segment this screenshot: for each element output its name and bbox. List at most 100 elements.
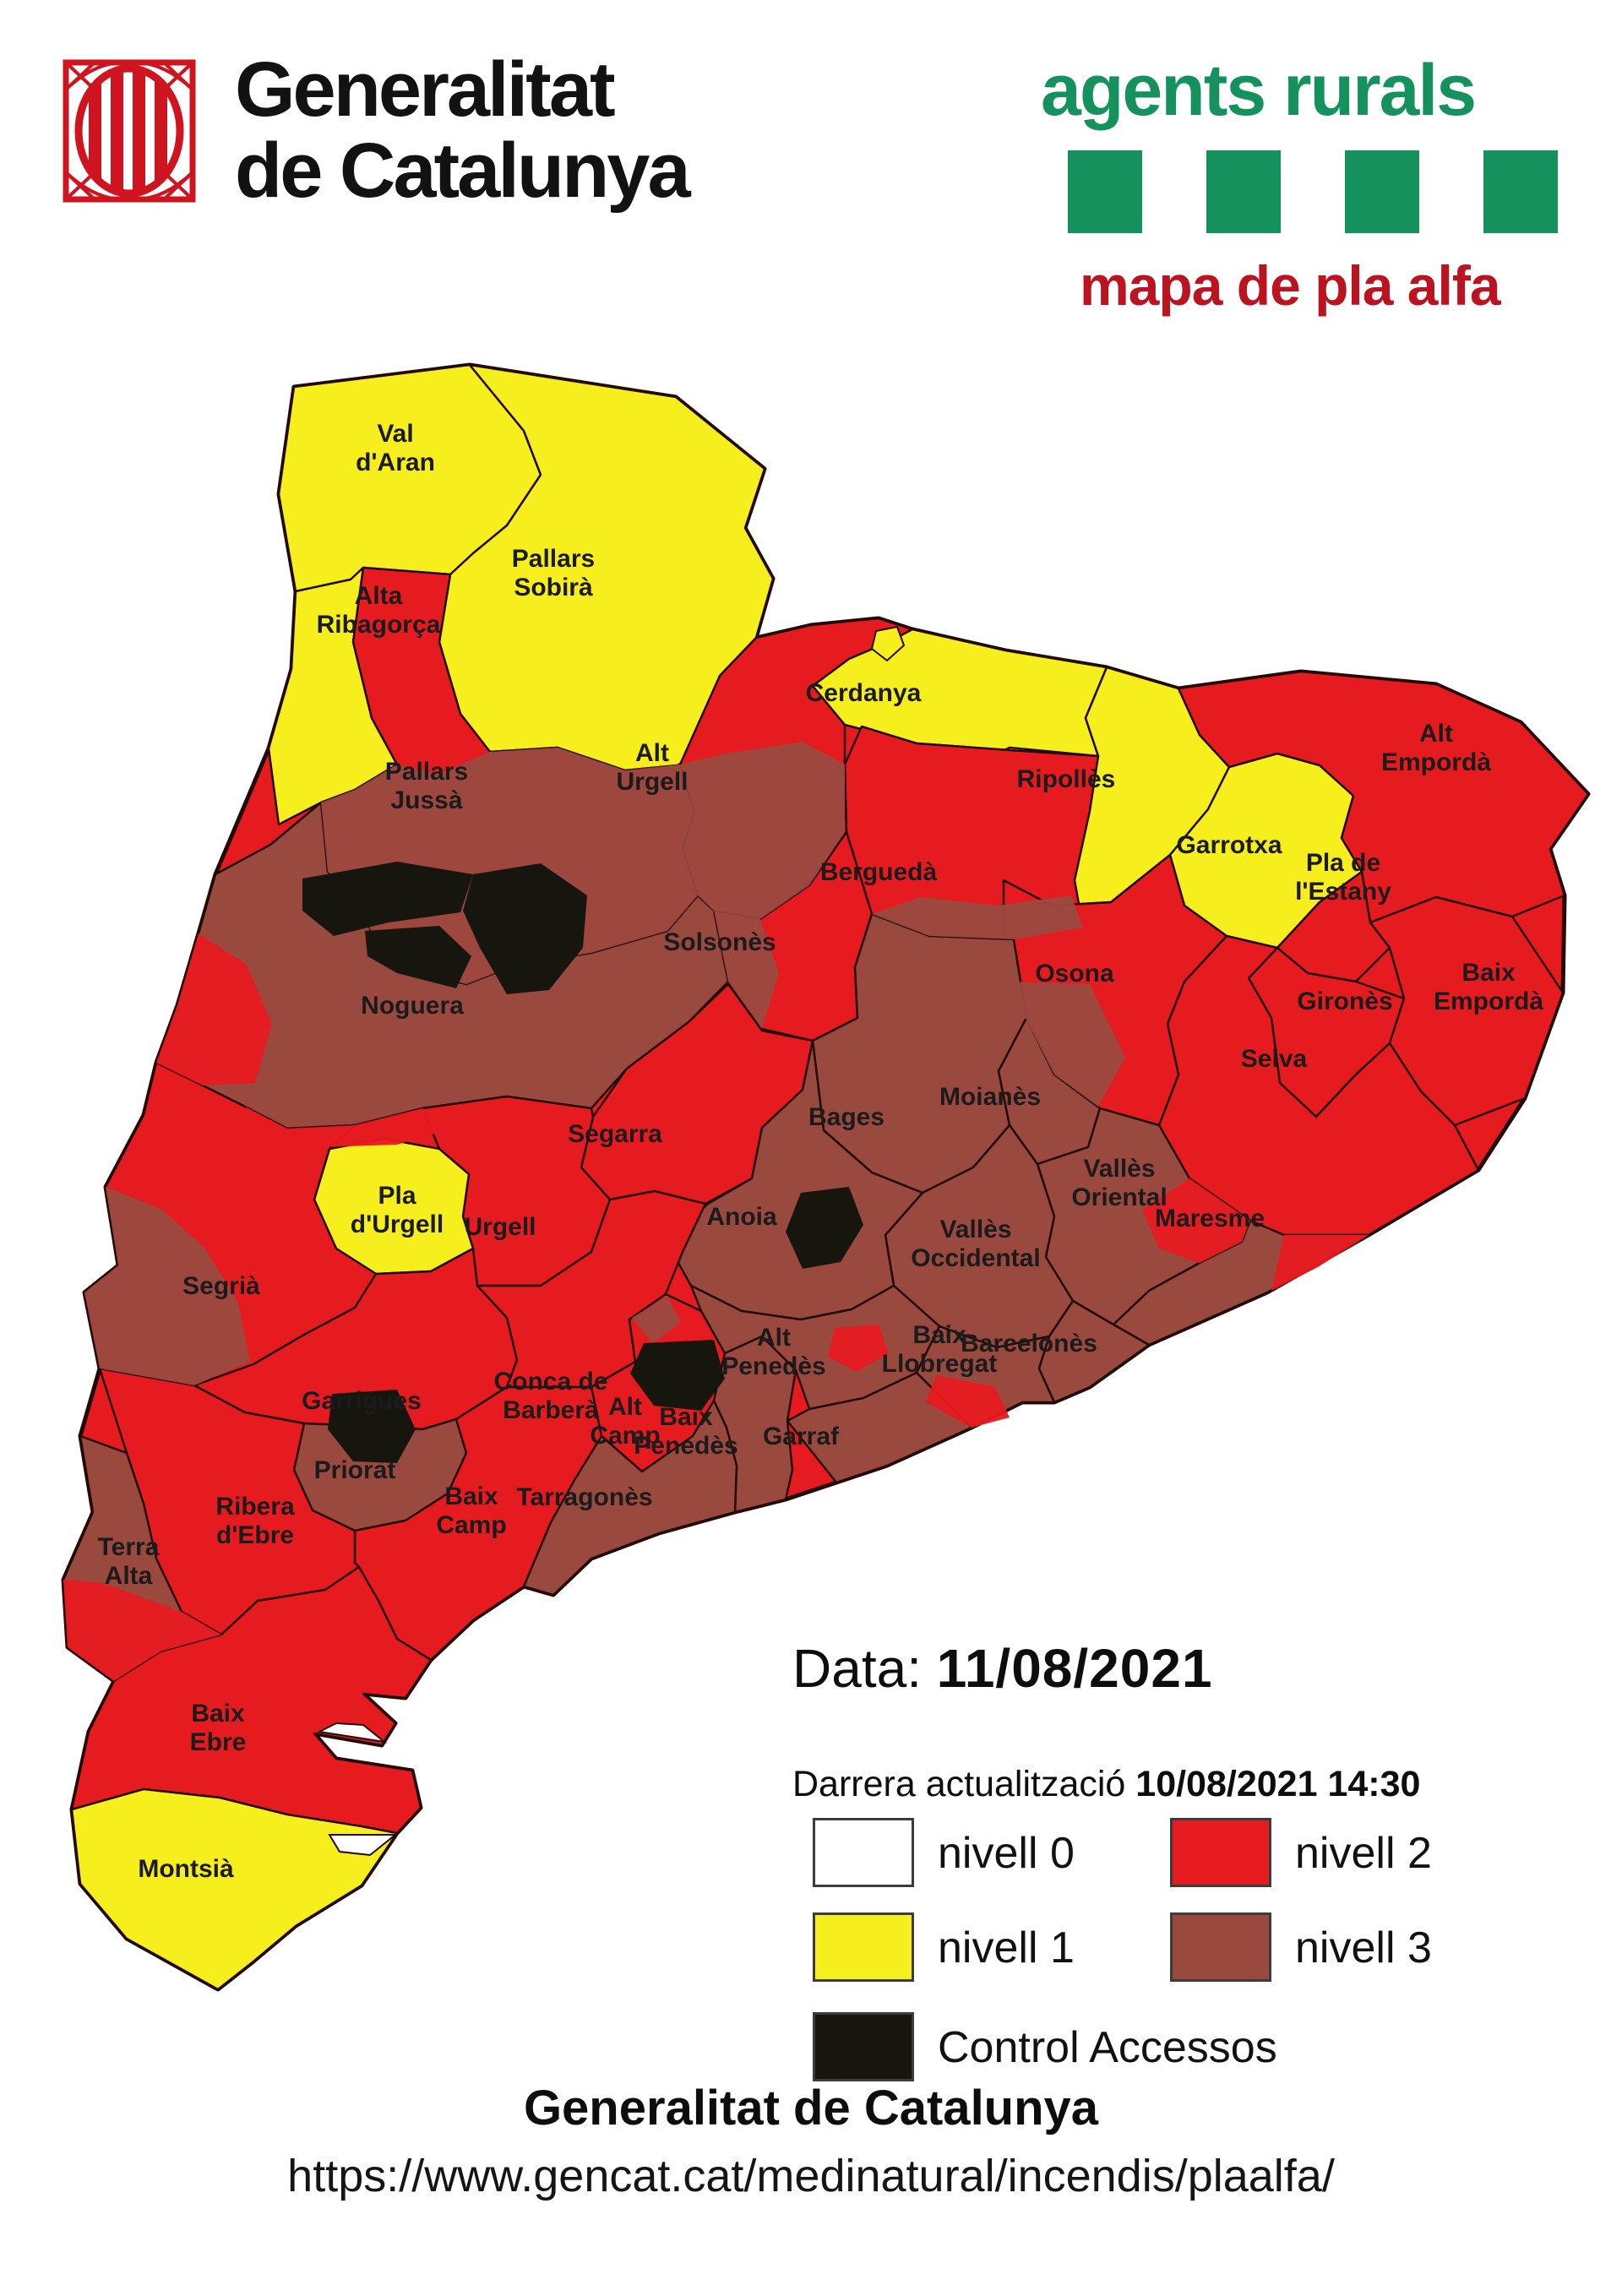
comarca-label-baixcamp: Baix Camp <box>436 1483 506 1539</box>
map-subtitle: mapa de pla alfa <box>1080 254 1501 317</box>
legend-label-nivell-2: nivell 2 <box>1295 1829 1432 1878</box>
comarca-label-selva: Selva <box>1241 1045 1308 1073</box>
comarca-garraf <box>786 1371 973 1484</box>
comarca-label-moianes: Moianès <box>939 1083 1041 1111</box>
update-label: Darrera actualització <box>792 1764 1126 1804</box>
water-badia-alfacs <box>328 1834 398 1857</box>
legend-swatch-nivell-1 <box>813 1912 914 1982</box>
generalitat-logo-icon <box>63 59 196 203</box>
brand-square-icon <box>1483 150 1558 233</box>
comarca-label-ripolles: Ripollès <box>1017 765 1116 793</box>
comarca-label-plaestany: Pla de l'Estany <box>1295 849 1391 906</box>
comarca-label-altpenedes: Alt Penedès <box>721 1324 825 1380</box>
comarca-label-baixllobregat: Baix Llobregat <box>882 1321 998 1378</box>
comarca-label-priorat: Priorat <box>314 1456 396 1484</box>
comarca-label-plaurgell: Pla d'Urgell <box>351 1182 444 1238</box>
comarca-label-noguera: Noguera <box>361 992 464 1020</box>
patch-osona-sud <box>1001 982 1125 1107</box>
patch-maresme-nord <box>1271 1235 1369 1291</box>
agents-rurals-squares <box>1068 150 1558 235</box>
footer-org: Generalitat de Catalunya <box>523 2081 1099 2135</box>
patch-penedes-taca <box>828 1325 889 1372</box>
comarca-label-solsones: Solsonès <box>663 928 776 956</box>
legend-label-control-accessos: Control Accessos <box>938 2023 1277 2072</box>
comarca-label-ribera: Ribera d'Ebre <box>215 1493 295 1549</box>
comarca-label-montsia: Montsià <box>138 1855 234 1883</box>
control-area-sant-llorenc <box>786 1187 863 1269</box>
legend-label-nivell-0: nivell 0 <box>938 1829 1075 1878</box>
footer-url: https://www.gencat.cat/medinatural/incen… <box>287 2151 1335 2201</box>
brand-square-icon <box>1345 150 1419 233</box>
legend-swatch-nivell-2 <box>1170 1818 1271 1887</box>
comarca-label-vallesoc: Vallès Occidental <box>911 1216 1040 1272</box>
date-value: 11/08/2021 <box>936 1638 1213 1699</box>
org-title: Generalitat de Catalunya <box>235 46 691 214</box>
comarca-label-baixpenedes: Baix Penedès <box>634 1403 738 1460</box>
comarca-label-segria: Segrià <box>182 1272 260 1300</box>
comarca-label-osona: Osona <box>1035 960 1114 987</box>
comarca-label-garraf: Garraf <box>763 1423 840 1450</box>
comarca-montsia <box>70 1787 399 1991</box>
comarca-label-tarragones: Tarragonès <box>516 1483 652 1511</box>
agents-rurals-title: agents rurals <box>1041 50 1477 131</box>
comarca-label-garrotxa: Garrotxa <box>1176 831 1282 859</box>
enclave-llivia <box>870 625 906 662</box>
patch-segria-sud <box>84 1187 250 1385</box>
patch-noguera-oest <box>156 933 272 1085</box>
date-line: Data: 11/08/2021 <box>792 1637 1213 1700</box>
comarca-label-urgell: Urgell <box>464 1213 536 1241</box>
comarca-label-baixebre: Baix Ebre <box>190 1700 247 1756</box>
header: Generalitat de Catalunya agents rurals m… <box>0 0 1622 355</box>
comarca-label-pjussa: Pallars Jussà <box>385 758 468 814</box>
patch-conca-se <box>632 1296 681 1343</box>
comarca-label-conca: Conca de Barberà <box>493 1368 607 1424</box>
comarca-label-altemporda: Alt Empordà <box>1381 720 1491 776</box>
legend-label-nivell-1: nivell 1 <box>938 1923 1075 1972</box>
comarca-label-bemporda: Baix Empordà <box>1434 959 1543 1015</box>
comarca-barcelones <box>1037 1299 1151 1404</box>
comarca-label-bergueda: Berguedà <box>820 858 938 886</box>
comarca-label-barcelones: Barcelonès <box>961 1330 1097 1357</box>
patch-pjussa-sud <box>321 748 698 984</box>
brand-square-icon <box>1206 150 1281 233</box>
update-value: 10/08/2021 14:30 <box>1135 1764 1421 1804</box>
legend-swatch-nivell-0 <box>813 1818 914 1887</box>
comarca-label-vallesor: Vallès Oriental <box>1071 1155 1167 1211</box>
patch-llobregat-delta <box>926 1375 1010 1428</box>
comarca-label-terraalta: Terra Alta <box>98 1533 160 1590</box>
comarca-label-garrigues: Garrigues <box>302 1387 422 1415</box>
control-area-montsant <box>328 1390 416 1463</box>
date-label: Data: <box>792 1638 922 1699</box>
comarca-label-psobira: Pallars Sobirà <box>512 545 595 601</box>
control-area-montsec-oest <box>302 862 473 936</box>
control-area-montsec-centre <box>365 926 471 988</box>
org-title-line1: Generalitat <box>235 46 616 133</box>
comarca-label-girones: Gironès <box>1297 987 1392 1015</box>
comarca-label-maresme: Maresme <box>1155 1205 1265 1232</box>
comarca-label-aribagorca: Alta Ribagorça <box>317 582 441 639</box>
org-title-line2: de Catalunya <box>235 128 691 214</box>
legend-swatch-nivell-3 <box>1170 1912 1271 1982</box>
patch-alturgell-oest <box>680 742 845 919</box>
comarca-baixebre <box>70 1565 433 1835</box>
update-line: Darrera actualització 10/08/2021 14:30 <box>792 1764 1420 1805</box>
legend-item-nivell-3: nivell 3 <box>1170 1912 1525 1983</box>
brand-square-icon <box>1068 150 1142 233</box>
comarca-label-segarra: Segarra <box>568 1120 662 1148</box>
comarca-label-anoia: Anoia <box>706 1203 777 1231</box>
patch-bergueda-sud <box>872 895 1083 939</box>
control-area-penedes-garraf <box>630 1340 725 1411</box>
comarca-label-aran: Val d'Aran <box>356 420 435 476</box>
comarca-label-bages: Bages <box>808 1103 884 1131</box>
patch-solsones-sw <box>714 911 779 1029</box>
patch-vallesor-est <box>1142 1178 1250 1263</box>
comarca-label-altcamp: Alt Camp <box>590 1393 660 1450</box>
comarca-label-cerdanya: Cerdanya <box>806 679 922 707</box>
comarca-label-alturgell: Alt Urgell <box>616 739 688 796</box>
legend-item-nivell-2: nivell 2 <box>1170 1818 1525 1889</box>
legend-item-control-accessos: Control Accessos <box>813 2012 1404 2083</box>
control-area-montsec-est <box>463 863 587 994</box>
patch-terraalta-sud <box>63 1580 221 1681</box>
legend-item-nivell-0: nivell 0 <box>813 1818 1168 1889</box>
